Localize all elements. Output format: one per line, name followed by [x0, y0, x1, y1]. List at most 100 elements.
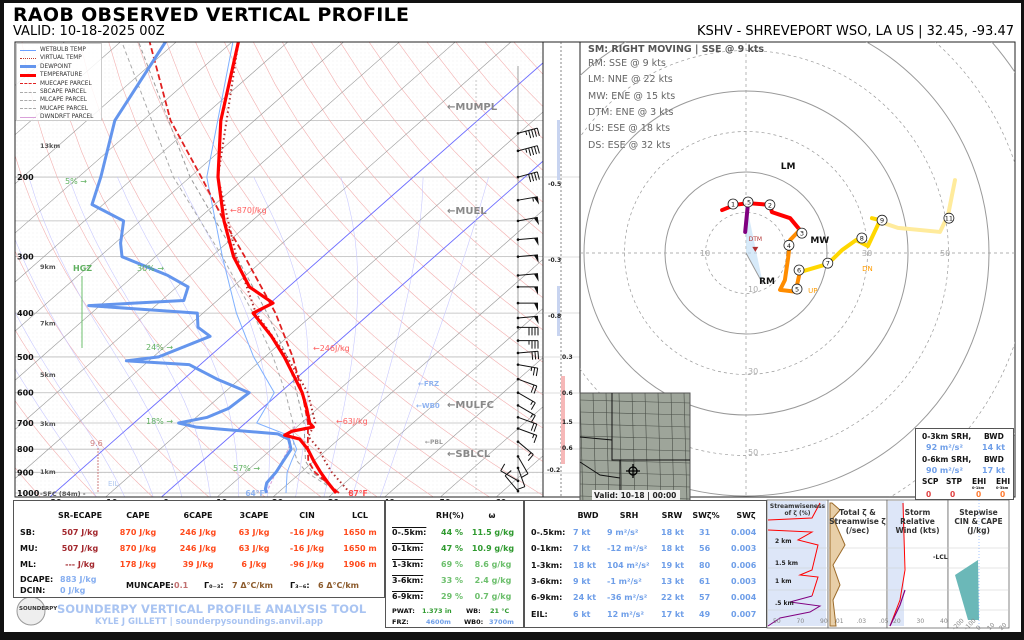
table-cell: 1650 m — [343, 528, 377, 537]
side-profile-value: -0.2 — [547, 467, 560, 474]
dry-adiabat — [15, 400, 98, 497]
table-cell: 6 kt — [573, 609, 591, 619]
rh-label: 24% → — [146, 343, 173, 352]
wind-barb-dot — [516, 391, 520, 395]
dcin-value: 0 J/kg — [60, 586, 86, 595]
cape-label: ←63J/kg — [336, 417, 368, 426]
legend-label: MUCAPE PARCEL — [40, 105, 89, 112]
thermo-table: SR-ECAPE CAPE 6CAPE 3CAPE CIN LCL SB: 507 J/kg 8… — [13, 500, 385, 598]
table-cell: 17 kt — [661, 609, 685, 619]
mini-panel-title: Stepwise CIN & CAPE (J/kg) — [954, 508, 1003, 535]
table-cell: 0.007 — [731, 609, 757, 619]
county-line — [631, 392, 636, 504]
county-line — [657, 392, 662, 504]
km-marker — [943, 212, 955, 224]
wind-barb-dot — [516, 351, 520, 355]
legend-swatch — [20, 49, 36, 51]
storm-motion-marker: RM — [759, 277, 775, 287]
index-label: EHI — [972, 477, 987, 486]
isotherm-line — [15, 42, 233, 234]
height-label: 9km — [40, 263, 56, 271]
frz-value: 4600m — [426, 618, 451, 626]
mini-panel-title: Total ζ & Streamwise ζ (/sec) — [829, 508, 886, 535]
dcape-label: DCAPE: — [20, 575, 54, 584]
wind-barb-dot — [516, 489, 520, 493]
srh03-value: 92 m²/s² — [926, 443, 963, 452]
storm-relative-wedge — [746, 202, 764, 285]
negative-bar — [557, 286, 560, 334]
table-cell: 870 J/kg — [119, 544, 157, 553]
legend-label: MLCAPE PARCEL — [40, 97, 88, 104]
km-marker-label: 9 — [880, 217, 884, 225]
wind-barb-dot — [516, 198, 520, 202]
surface-temperature-label: 87°F — [348, 489, 367, 498]
column-header: SWζ% — [692, 511, 720, 520]
row-label: 0-1km: — [392, 544, 424, 553]
wb0-label: WB0: — [464, 618, 484, 626]
km-marker — [793, 264, 805, 276]
table-cell: -12 m²/s² — [607, 544, 648, 554]
mini-tick-label: .01 — [834, 618, 844, 625]
height-label: 5km — [40, 371, 56, 379]
srh06-label: 0-6km SRH, — [922, 455, 972, 464]
wind-barb-flag — [533, 273, 539, 282]
pressure-tick-label: 900 — [17, 468, 34, 477]
legend-label: SBCAPE PARCEL — [40, 89, 87, 95]
table-cell: 1906 m — [343, 560, 377, 569]
county-line — [579, 435, 691, 440]
pressure-tick-label: 700 — [17, 419, 34, 428]
hodograph-ring-label: 10 — [700, 249, 710, 258]
wind-barb-full — [534, 351, 537, 360]
km-marker — [876, 214, 888, 226]
legend-item: VIRTUAL TEMP — [20, 54, 82, 62]
mixing-ratio-value: 2.4 g/kg — [474, 576, 512, 585]
wind-barb-shaft — [517, 456, 529, 474]
skewt-background — [15, 42, 543, 497]
wind-barb-flag — [533, 254, 539, 263]
wind-barb-full — [536, 171, 540, 180]
mixing-ratio-value: 10.9 g/kg — [471, 544, 515, 553]
dcape-value: 883 J/kg — [60, 575, 97, 584]
km-marker-label: 4 — [787, 242, 791, 250]
wind-barb-full — [531, 173, 535, 182]
wind-barb-dot — [516, 255, 520, 258]
km-marker-label: 2 — [768, 201, 772, 209]
level-label: ←WB0 — [416, 402, 440, 410]
wind-barb-full — [533, 146, 537, 155]
legend-item: MLCAPE PARCEL — [20, 96, 87, 104]
mini-height-label: 2 km — [775, 538, 792, 545]
level-label: ←MULFC — [447, 400, 494, 411]
table-cell: 49 — [699, 609, 711, 619]
table-cell: 13 kt — [661, 576, 685, 586]
wind-barb-full — [533, 385, 538, 394]
isotherm-line — [216, 209, 543, 497]
legend-label: DWNDRFT PARCEL — [40, 114, 94, 121]
column-header: 3CAPE — [239, 511, 269, 520]
column-header: SRW — [661, 511, 683, 520]
wind-barb-flag — [534, 286, 538, 295]
positive-bar — [561, 408, 565, 432]
wind-barb — [516, 285, 538, 295]
wind-barb-dot — [516, 466, 520, 470]
county-line — [644, 392, 649, 504]
bwd03-value: 14 kt — [982, 443, 1006, 452]
srh03-label: 0-3km SRH, — [922, 432, 972, 441]
footer-credit[interactable]: KYLE J GILLETT | sounderpysoundings.anvi… — [95, 617, 324, 627]
wind-barb-dot — [516, 175, 520, 179]
wind-barb-shaft — [504, 475, 519, 492]
streamwiseness-low-line — [767, 595, 822, 627]
wind-barb-shaft — [517, 196, 538, 201]
row-label: EIL: — [531, 609, 548, 619]
wind-barb-full — [528, 174, 532, 183]
wind-barb-dot — [516, 285, 520, 289]
isotherm-line — [15, 42, 344, 332]
station-info: KSHV - SHREVEPORT WSO, LA US | 32.45, -9… — [697, 24, 1014, 39]
table-cell: 9 m²/s² — [607, 528, 639, 537]
column-header: SWζ — [736, 511, 756, 520]
level-label: ←MUMPL — [447, 102, 498, 113]
eil-label: EIL — [108, 480, 118, 488]
row-label: 0-.5km: — [531, 528, 566, 537]
wind-barb-full — [531, 147, 535, 156]
wind-barb-full — [528, 130, 532, 139]
wind-barb-dot — [516, 377, 520, 381]
